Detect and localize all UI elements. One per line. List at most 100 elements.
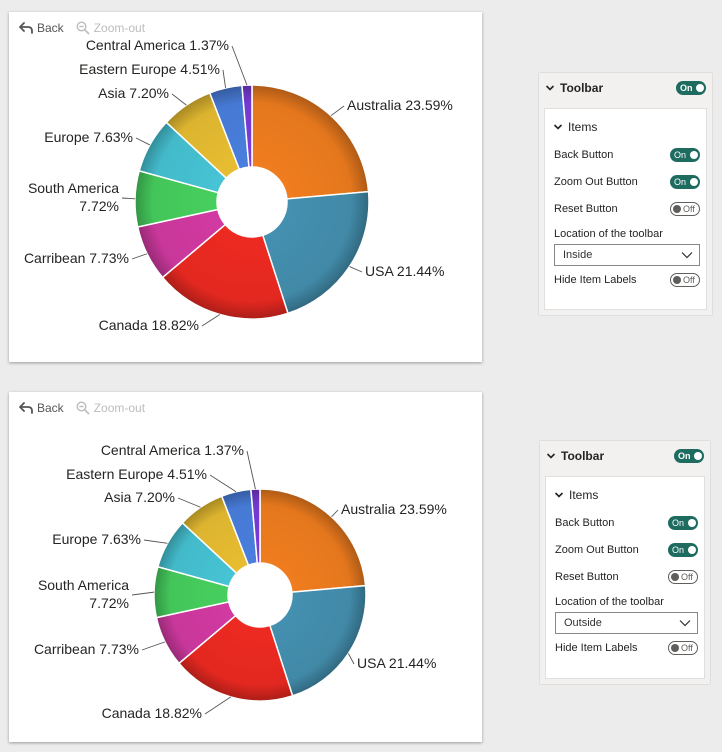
leader-line-australia bbox=[331, 509, 339, 518]
chart-card-bottom: Back Zoom-out Australia 23.59% USA 21.44%… bbox=[9, 392, 482, 742]
chevron-down-icon bbox=[681, 252, 693, 259]
leader-line-usa bbox=[347, 653, 355, 665]
location-label: Location of the toolbar bbox=[554, 228, 663, 240]
chart-toolbar: Back Zoom-out bbox=[19, 398, 145, 418]
toolbar-format-panel-top: Toolbar On Items Back Button On Zoom Out… bbox=[539, 73, 712, 315]
leader-line-canada bbox=[204, 696, 232, 715]
reset-button-toggle[interactable]: Off bbox=[668, 569, 698, 584]
back-button[interactable]: Back bbox=[19, 401, 64, 415]
hide-item-labels-toggle[interactable]: Off bbox=[668, 640, 698, 655]
slice-australia[interactable] bbox=[251, 84, 370, 200]
toggle-knob bbox=[688, 545, 696, 554]
toggle-state: Off bbox=[683, 274, 695, 285]
data-label-europe: Europe 7.63% bbox=[44, 129, 133, 145]
data-label-asia: Asia 7.20% bbox=[104, 489, 175, 505]
data-label-asia: Asia 7.20% bbox=[98, 85, 169, 101]
leader-line-central-america bbox=[231, 45, 248, 86]
data-label-australia: Australia 23.59% bbox=[347, 97, 453, 113]
data-label-south-america: South America 7.72% bbox=[38, 577, 129, 611]
label-line-name: South America bbox=[38, 577, 129, 593]
zoom-out-label: Zoom-out bbox=[93, 21, 146, 35]
toolbar-section-header[interactable]: Toolbar On bbox=[539, 73, 712, 103]
back-arrow-icon bbox=[19, 22, 33, 34]
row-label: Back Button bbox=[555, 516, 615, 529]
toggle-state: Off bbox=[681, 642, 693, 653]
toggle-state: Off bbox=[681, 571, 693, 582]
leader-line-canada bbox=[201, 314, 221, 327]
toggle-state: On bbox=[674, 149, 687, 160]
chevron-down-icon bbox=[553, 124, 563, 130]
toggle-state: On bbox=[680, 83, 693, 93]
row-label: Hide Item Labels bbox=[555, 641, 638, 654]
toolbar-section-title: Toolbar bbox=[561, 449, 605, 463]
row-label: Zoom Out Button bbox=[555, 543, 639, 556]
slice-canada[interactable] bbox=[177, 614, 294, 702]
hide-item-labels-row: Hide Item Labels Off bbox=[546, 634, 704, 661]
data-label-eastern-europe: Eastern Europe 4.51% bbox=[66, 466, 207, 482]
leader-line-south-america bbox=[121, 197, 136, 200]
slice-usa[interactable] bbox=[261, 190, 370, 315]
zoom-out-button[interactable]: Zoom-out bbox=[76, 401, 145, 415]
leader-line-eastern-europe bbox=[222, 69, 227, 89]
data-label-south-america: South America 7.72% bbox=[28, 180, 119, 214]
data-label-canada: Canada 18.82% bbox=[102, 705, 202, 721]
leader-line-asia bbox=[177, 497, 201, 508]
toggle-state: Off bbox=[683, 203, 695, 214]
toolbar-section-header[interactable]: Toolbar On bbox=[540, 441, 710, 471]
leader-line-central-america bbox=[246, 450, 256, 490]
leader-line-south-america bbox=[131, 591, 155, 596]
reset-button-row: Reset Button Off bbox=[545, 195, 706, 222]
toggle-knob bbox=[673, 275, 681, 284]
slice-central-america[interactable] bbox=[241, 84, 253, 168]
donut-chart: Australia 23.59% USA 21.44% Canada 18.82% C… bbox=[34, 442, 447, 721]
data-label-central-america: Central America 1.37% bbox=[101, 442, 244, 458]
row-label: Back Button bbox=[554, 148, 614, 161]
hide-item-labels-toggle[interactable]: Off bbox=[670, 272, 700, 287]
back-button-row: Back Button On bbox=[546, 509, 704, 536]
zoom-out-button-toggle[interactable]: On bbox=[668, 542, 698, 557]
row-label: Reset Button bbox=[554, 202, 618, 215]
slice-usa[interactable] bbox=[268, 584, 367, 697]
row-label: Hide Item Labels bbox=[554, 273, 637, 286]
zoom-out-button-toggle[interactable]: On bbox=[670, 174, 700, 189]
data-label-usa: USA 21.44% bbox=[365, 263, 444, 279]
back-button-toggle[interactable]: On bbox=[668, 515, 698, 530]
leader-line-europe bbox=[143, 539, 168, 544]
toggle-knob bbox=[673, 204, 681, 213]
slice-central-america[interactable] bbox=[250, 488, 261, 564]
toolbar-toggle[interactable]: On bbox=[674, 449, 704, 463]
chevron-down-icon bbox=[554, 492, 564, 498]
row-label: Reset Button bbox=[555, 570, 619, 583]
location-value: Inside bbox=[563, 249, 593, 261]
back-label: Back bbox=[37, 401, 64, 415]
back-button-toggle[interactable]: On bbox=[670, 147, 700, 162]
zoom-out-button[interactable]: Zoom-out bbox=[76, 21, 145, 35]
slice-canada[interactable] bbox=[161, 223, 289, 320]
toggle-knob bbox=[688, 518, 696, 527]
items-header[interactable]: Items bbox=[546, 477, 704, 509]
toggle-knob bbox=[671, 572, 679, 581]
chart-toolbar: Back Zoom-out bbox=[19, 18, 145, 38]
toggle-state: On bbox=[672, 517, 685, 528]
location-label: Location of the toolbar bbox=[555, 596, 664, 608]
chart-card-top: Back Zoom-out Australia 23.59% USA 21.44%… bbox=[9, 12, 482, 362]
leader-line-eastern-europe bbox=[209, 474, 237, 493]
data-label-central-america: Central America 1.37% bbox=[86, 37, 229, 53]
label-line-name: South America bbox=[28, 180, 119, 196]
slice-australia[interactable] bbox=[259, 488, 367, 593]
reset-button-toggle[interactable]: Off bbox=[670, 201, 700, 216]
back-button-row: Back Button On bbox=[545, 141, 706, 168]
location-select[interactable]: Inside bbox=[554, 244, 700, 266]
location-value: Outside bbox=[564, 617, 602, 629]
items-header[interactable]: Items bbox=[545, 109, 706, 141]
leader-line-carribean bbox=[131, 253, 148, 260]
zoom-out-button-row: Zoom Out Button On bbox=[546, 536, 704, 563]
toggle-state: On bbox=[672, 544, 685, 555]
location-select[interactable]: Outside bbox=[555, 612, 698, 634]
data-label-eastern-europe: Eastern Europe 4.51% bbox=[79, 61, 220, 77]
leader-line-usa bbox=[349, 266, 363, 273]
toolbar-toggle[interactable]: On bbox=[676, 81, 706, 95]
toolbar-section-title: Toolbar bbox=[560, 81, 604, 95]
zoom-out-button-row: Zoom Out Button On bbox=[545, 168, 706, 195]
back-button[interactable]: Back bbox=[19, 21, 64, 35]
